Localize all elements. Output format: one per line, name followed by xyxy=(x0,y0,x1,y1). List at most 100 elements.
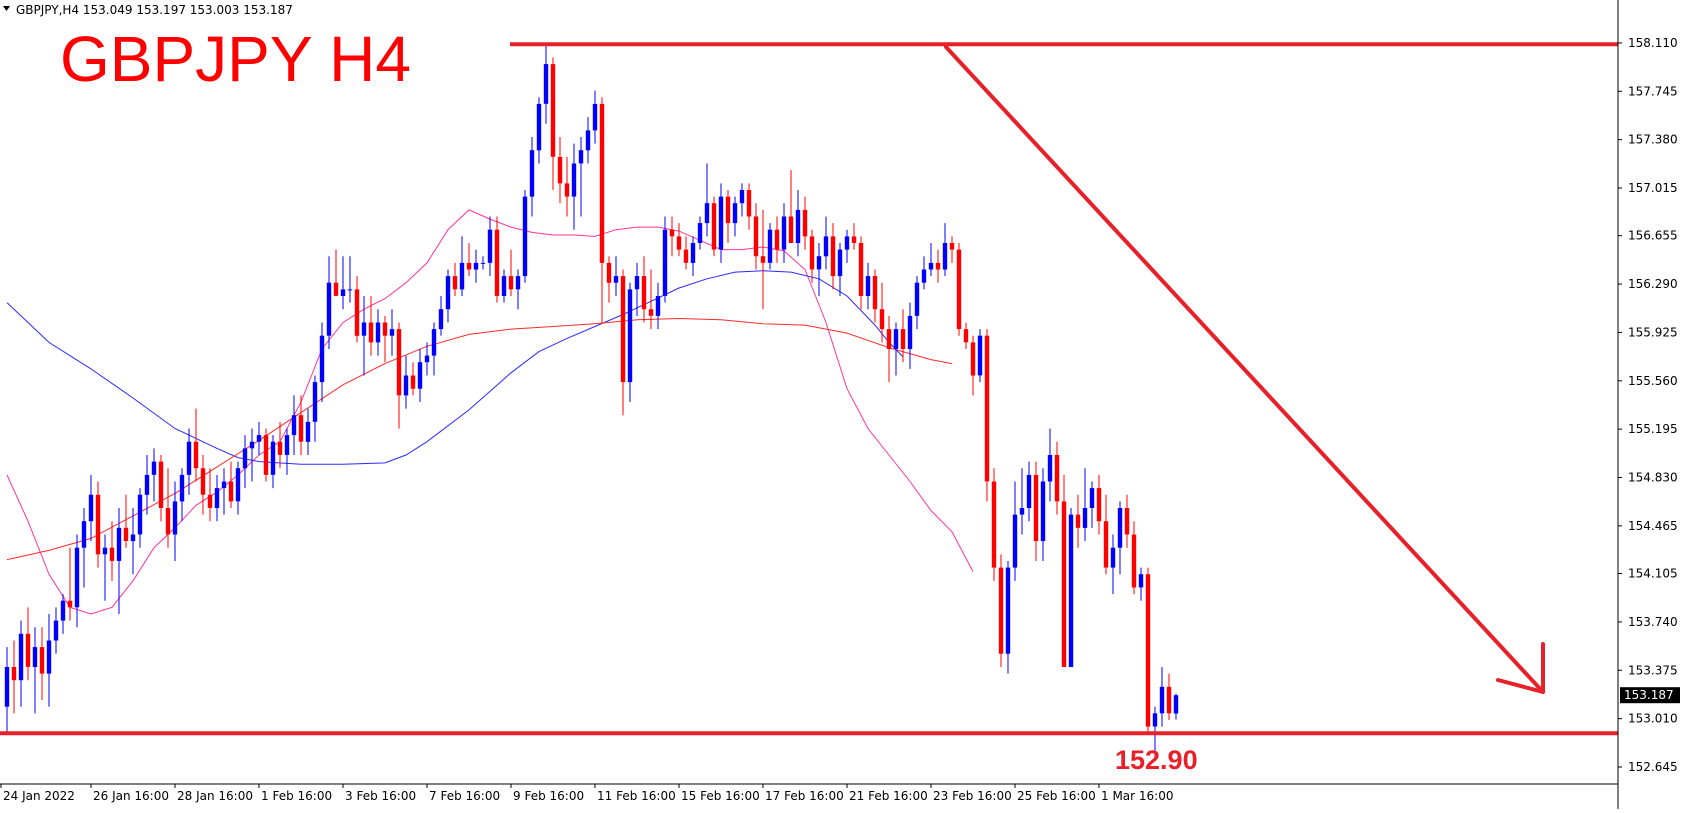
x-tick-label: 26 Jan 16:00 xyxy=(93,789,169,803)
bullish-candle xyxy=(130,507,136,575)
candle-body xyxy=(1173,695,1179,714)
candle-body xyxy=(53,620,59,641)
candle-body xyxy=(130,534,136,542)
downtrend-arrow-shaft xyxy=(944,45,1545,694)
bullish-candle xyxy=(732,196,738,237)
bullish-candle xyxy=(459,236,465,296)
candle-body xyxy=(921,269,927,283)
candle-body xyxy=(382,322,388,336)
candle-body xyxy=(984,335,990,482)
bearish-candle xyxy=(753,203,759,270)
candlestick-series xyxy=(4,44,1179,760)
bearish-candle xyxy=(11,640,17,714)
candle-body xyxy=(1089,488,1095,508)
candle-body xyxy=(606,262,612,283)
candle-body xyxy=(221,481,227,489)
x-tick-label: 11 Feb 16:00 xyxy=(597,789,676,803)
bearish-candle xyxy=(970,335,976,396)
bearish-candle xyxy=(879,282,885,343)
bearish-candle xyxy=(606,256,612,303)
candle-body xyxy=(151,461,157,475)
bullish-candle xyxy=(270,435,276,489)
candle-body xyxy=(354,289,360,336)
candle-body xyxy=(179,474,185,502)
bearish-candle xyxy=(95,481,101,568)
bearish-candle xyxy=(648,269,654,330)
candle-body xyxy=(326,282,332,336)
candle-body xyxy=(879,309,885,330)
candle-body xyxy=(501,276,507,296)
bullish-candle xyxy=(403,355,409,409)
bullish-candle xyxy=(53,607,59,654)
bearish-candle xyxy=(1124,494,1130,548)
bullish-candle xyxy=(18,620,24,707)
x-tick-label: 3 Feb 16:00 xyxy=(345,789,416,803)
candle-body xyxy=(347,289,353,291)
bullish-candle xyxy=(473,249,479,283)
x-tick-label: 1 Mar 16:00 xyxy=(1101,789,1174,803)
bearish-candle xyxy=(263,428,269,482)
candle-body xyxy=(949,243,955,250)
candle-body xyxy=(571,163,577,197)
candle-body xyxy=(585,130,591,151)
candle-body xyxy=(753,216,759,257)
candle-body xyxy=(956,249,962,330)
bullish-candle xyxy=(1047,428,1053,502)
bullish-candle xyxy=(1019,468,1025,535)
x-tick-label: 21 Feb 16:00 xyxy=(849,789,928,803)
candle-body xyxy=(1131,534,1137,588)
candle-body xyxy=(263,435,269,475)
y-tick-label: 155.195 xyxy=(1628,422,1678,436)
candle-body xyxy=(270,441,276,475)
bearish-candle xyxy=(711,196,717,257)
bullish-candle xyxy=(74,534,80,628)
candle-body xyxy=(1075,514,1081,528)
candle-body xyxy=(550,64,556,157)
candle-body xyxy=(725,196,731,224)
triangle-down-icon[interactable] xyxy=(3,6,10,11)
x-tick-label: 28 Jan 16:00 xyxy=(177,789,253,803)
candle-body xyxy=(1103,521,1109,568)
bearish-candle xyxy=(984,329,990,502)
bullish-candle xyxy=(515,269,521,310)
bullish-candle xyxy=(942,223,948,277)
bearish-candle xyxy=(277,421,283,469)
current-price-badge: 153.187 xyxy=(1620,687,1680,704)
candle-body xyxy=(389,329,395,336)
x-tick-label: 23 Feb 16:00 xyxy=(933,789,1012,803)
bullish-candle xyxy=(319,322,325,402)
candle-body xyxy=(4,667,10,707)
candle-body xyxy=(18,633,24,681)
candle-body xyxy=(767,229,773,263)
candle-body xyxy=(494,229,500,296)
candle-body xyxy=(452,276,458,290)
candle-body xyxy=(781,216,787,250)
bearish-candle xyxy=(858,236,864,310)
bearish-candle xyxy=(683,236,689,270)
candle-body xyxy=(963,329,969,343)
bearish-candle xyxy=(1103,494,1109,575)
candle-body xyxy=(242,448,248,469)
candle-body xyxy=(515,276,521,290)
bullish-candle xyxy=(592,90,598,144)
current-price-badge-bg xyxy=(1620,687,1680,704)
candle-body xyxy=(102,547,108,555)
candle-body xyxy=(802,209,808,237)
bullish-candle xyxy=(445,269,451,323)
x-tick-label: 9 Feb 16:00 xyxy=(513,789,584,803)
y-tick-label: 156.655 xyxy=(1628,229,1678,243)
bearish-candle xyxy=(641,256,647,323)
candle-body xyxy=(697,223,703,243)
bullish-candle xyxy=(340,256,346,310)
bullish-candle xyxy=(1159,666,1165,727)
bullish-candle xyxy=(361,295,367,376)
bullish-candle xyxy=(32,627,38,714)
bearish-candle xyxy=(1075,494,1081,548)
bullish-candle xyxy=(179,468,185,522)
candle-body xyxy=(144,474,150,495)
candle-body xyxy=(466,262,472,270)
candle-body xyxy=(459,262,465,290)
candle-body xyxy=(1005,567,1011,654)
bullish-candle xyxy=(816,242,822,296)
